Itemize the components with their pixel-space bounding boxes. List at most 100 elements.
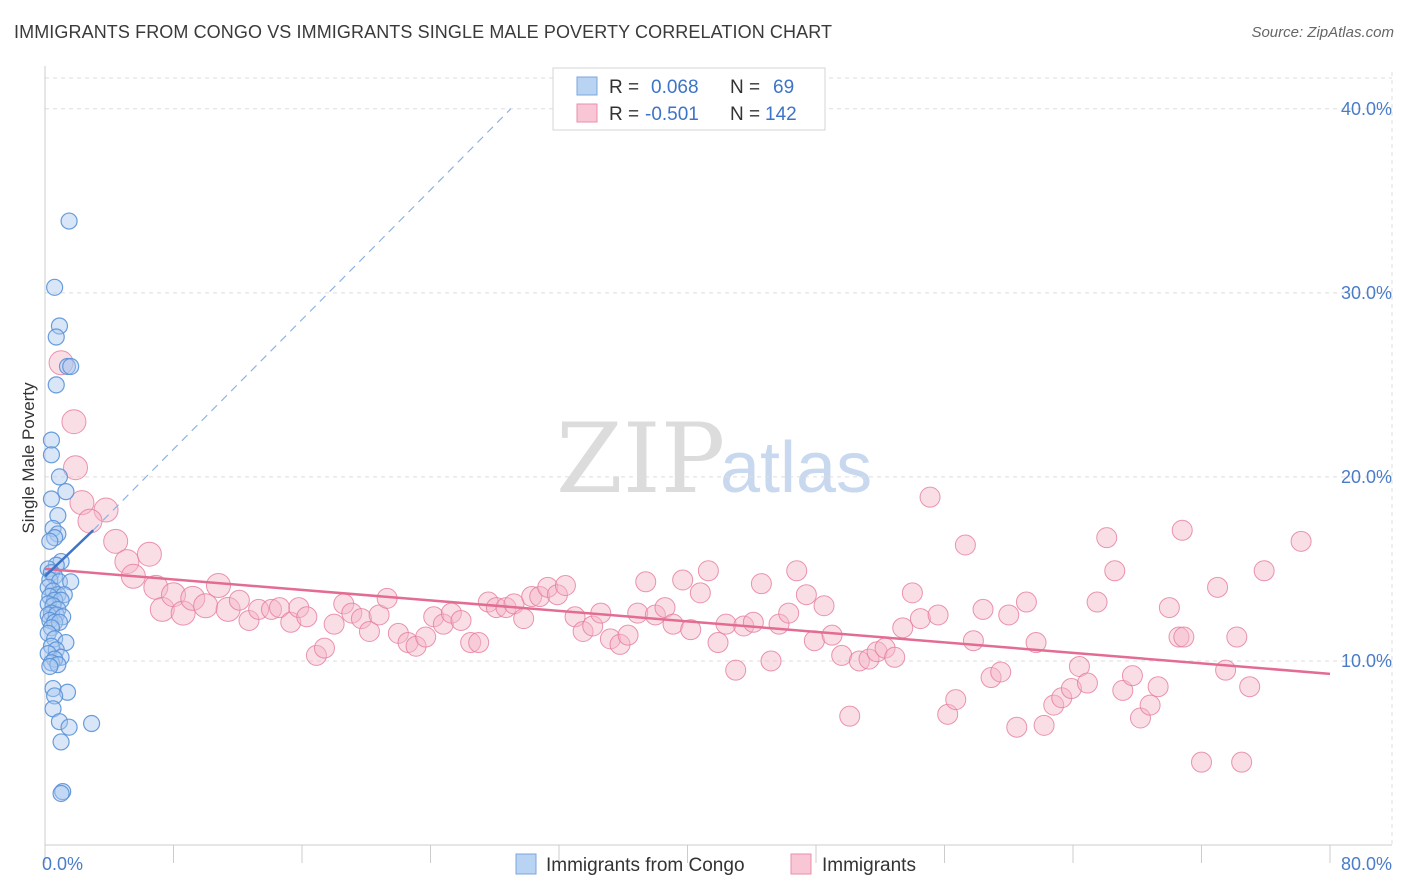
immigrants-point-84 (821, 624, 843, 646)
immigrants-point-59 (599, 628, 621, 650)
immigrants-point-124 (1171, 519, 1193, 541)
legend-n-label-congo: N = (730, 77, 760, 98)
immigrants-point-101 (972, 598, 994, 620)
immigrants-point-115 (1096, 527, 1118, 549)
congo-point-2 (50, 317, 69, 335)
congo-point-3 (47, 328, 65, 346)
immigrants-point-26 (305, 644, 327, 666)
immigrants-point-3 (69, 490, 95, 516)
immigrants-point-0 (48, 350, 74, 376)
immigrants-point-27 (313, 637, 335, 659)
immigrants-point-14 (180, 585, 206, 611)
watermark-atlas: atlas (720, 428, 872, 508)
congo-point-11 (42, 490, 61, 508)
immigrants-point-30 (341, 602, 363, 624)
immigrants-point-77 (760, 650, 782, 672)
legend-r-label-immigrants: R = (609, 104, 639, 125)
immigrants-point-70 (697, 560, 719, 582)
immigrants-point-94 (909, 608, 931, 630)
immigrants-point-1 (61, 409, 87, 435)
immigrants-point-53 (546, 584, 568, 606)
immigrants-point-80 (786, 560, 808, 582)
immigrants-point-86 (839, 705, 861, 727)
bottom-legend-label-immigrants: Immigrants (822, 855, 916, 876)
immigrants-point-98 (945, 689, 967, 711)
legend-n-value-immigrants: 142 (765, 104, 797, 125)
immigrants-point-81 (795, 584, 817, 606)
bottom-legend-label-congo: Immigrants from Congo (546, 855, 745, 876)
immigrants-point-79 (778, 602, 800, 624)
immigrants-point-120 (1139, 694, 1161, 716)
immigrants-point-96 (927, 604, 949, 626)
congo-point-58 (50, 713, 69, 731)
immigrants-point-126 (1191, 751, 1212, 773)
immigrants-point-117 (1112, 679, 1134, 701)
immigrants-point-85 (831, 644, 853, 666)
bottom-legend-swatch-congo (515, 853, 537, 875)
chart-title: IMMIGRANTS FROM CONGO VS IMMIGRANTS SING… (14, 22, 833, 42)
congo-point-7 (42, 431, 61, 449)
immigrants-point-106 (1015, 591, 1037, 613)
congo-point-61 (52, 733, 70, 751)
immigrants-point-16 (205, 572, 231, 598)
legend-r-value-immigrants: -0.501 (645, 104, 699, 125)
immigrants-point-20 (248, 598, 270, 620)
x-tick-label-min: 0.0% (42, 854, 83, 874)
immigrants-point-132 (1253, 560, 1275, 582)
congo-point-42 (42, 619, 61, 637)
x-tick-label-max: 80.0% (1341, 854, 1392, 874)
congo-point-5 (62, 357, 80, 376)
immigrants-point-18 (228, 589, 250, 611)
immigrants-point-50 (521, 586, 543, 608)
immigrants-point-69 (689, 582, 711, 604)
axes (44, 66, 1392, 863)
immigrants-point-103 (990, 661, 1012, 683)
congo-point-56 (46, 687, 64, 705)
immigrants-point-71 (707, 632, 729, 654)
immigrants-point-121 (1147, 676, 1169, 698)
congo-point-63 (52, 784, 70, 803)
source-label: Source: ZipAtlas.com (1251, 24, 1394, 41)
y-tick-label-30: 30.0% (1341, 283, 1392, 303)
immigrants-point-127 (1207, 576, 1229, 598)
immigrants-point-111 (1060, 678, 1082, 700)
series-congo-points (39, 212, 101, 803)
immigrants-point-93 (901, 582, 923, 604)
immigrants-point-17 (215, 596, 241, 622)
bottom-legend-swatch-immigrants (790, 853, 812, 875)
immigrants-point-15 (193, 593, 219, 619)
immigrants-point-73 (725, 659, 747, 681)
congo-point-55 (58, 683, 77, 701)
immigrants-point-113 (1076, 672, 1098, 694)
immigrants-point-76 (750, 573, 772, 595)
trend-line-congo-extrapolated (92, 108, 512, 531)
immigrants-point-32 (358, 621, 380, 643)
immigrants-point-122 (1158, 597, 1180, 619)
legend-n-label-immigrants: N = (730, 104, 760, 125)
immigrants-point-42 (450, 609, 472, 631)
congo-point-28 (55, 586, 73, 604)
legend-top: R = 0.068 N = 69 R = -0.501 N = 142 (552, 67, 826, 131)
immigrants-point-123 (1168, 626, 1190, 648)
immigrants-point-60 (609, 633, 631, 655)
immigrants-point-107 (1025, 632, 1047, 654)
immigrants-point-54 (554, 574, 576, 596)
y-tick-label-20: 20.0% (1341, 467, 1392, 487)
congo-point-9 (50, 468, 69, 486)
immigrants-point-102 (980, 667, 1002, 689)
congo-point-60 (60, 718, 78, 736)
immigrants-point-51 (529, 586, 551, 608)
immigrants-point-92 (892, 617, 914, 639)
legend-swatch-immigrants (576, 103, 598, 123)
immigrants-point-21 (260, 598, 282, 620)
immigrants-point-99 (954, 534, 976, 556)
immigrants-point-31 (350, 608, 372, 630)
immigrants-point-43 (460, 632, 482, 654)
congo-point-8 (42, 446, 61, 464)
y-tick-label-10: 10.0% (1341, 651, 1392, 671)
immigrants-point-66 (662, 613, 684, 635)
congo-point-16 (41, 532, 59, 550)
immigrants-point-68 (680, 619, 702, 641)
immigrants-point-2 (63, 455, 89, 481)
legend-n-value-congo: 69 (773, 77, 794, 98)
